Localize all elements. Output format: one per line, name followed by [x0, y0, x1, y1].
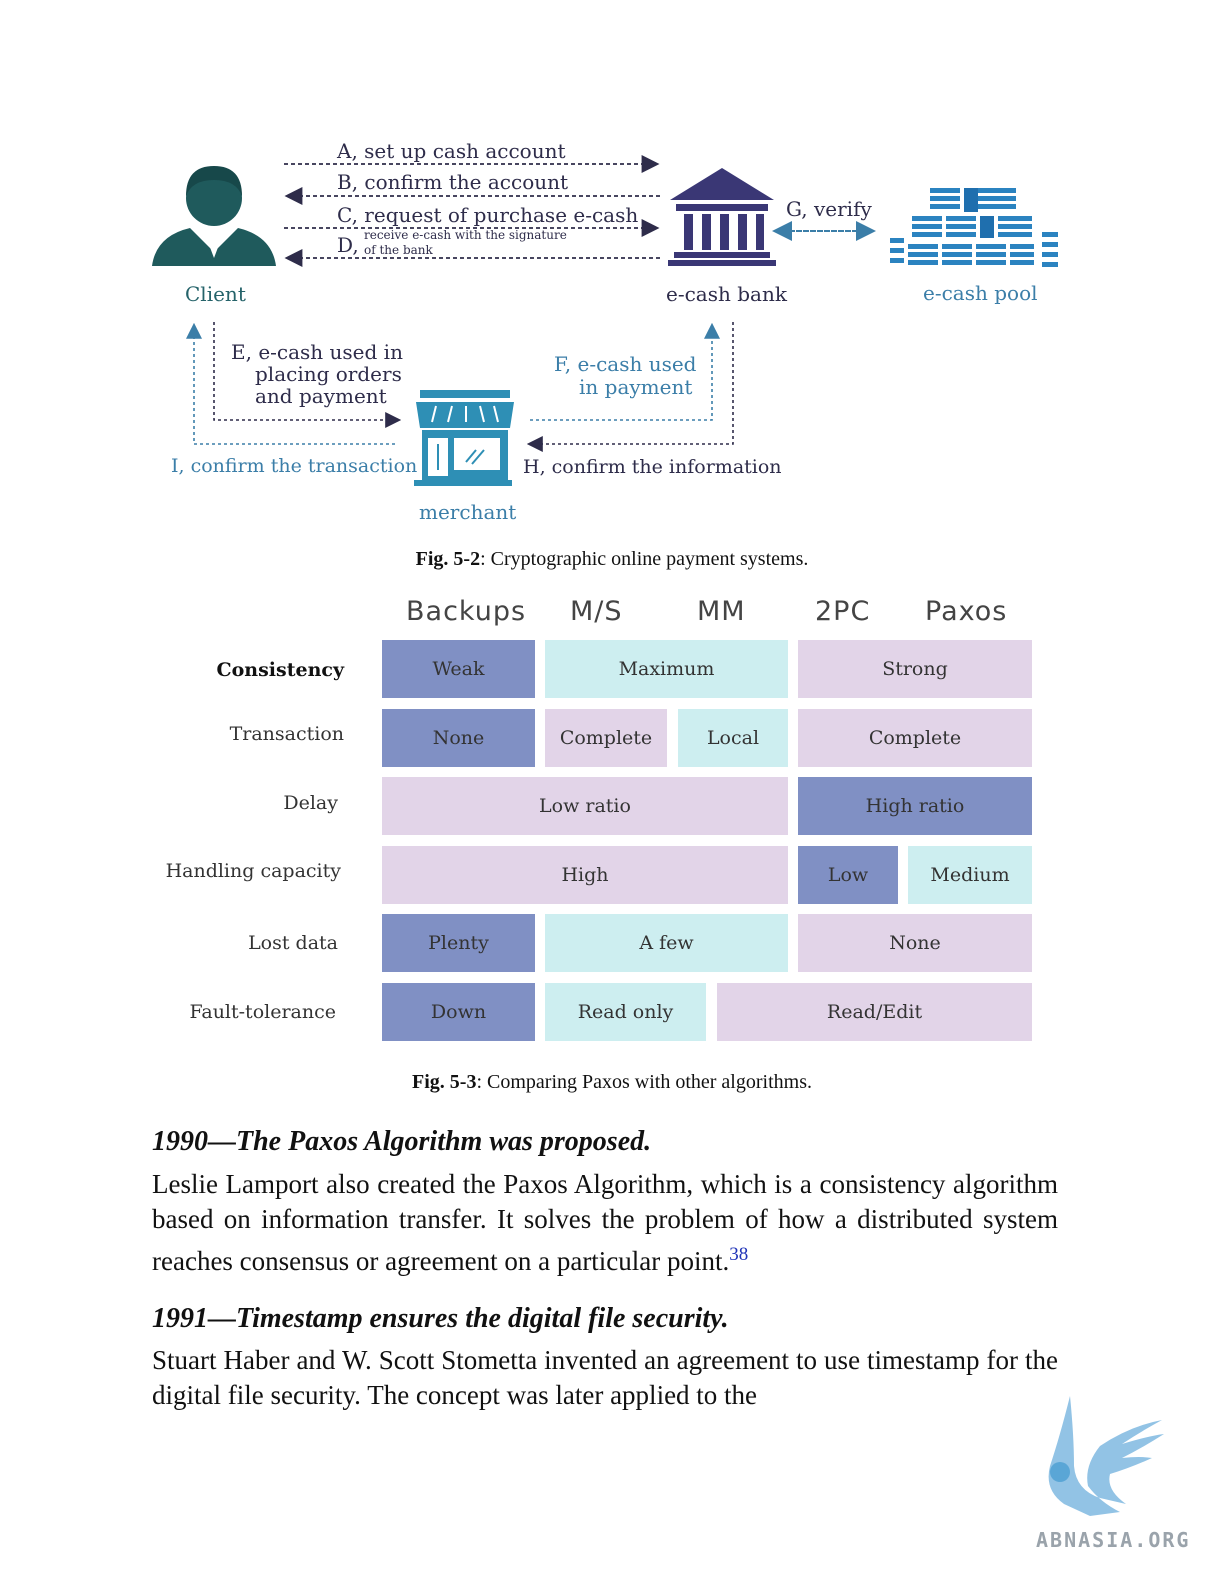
row-label-transaction: Transaction — [229, 723, 344, 745]
payment-diagram — [152, 155, 1058, 486]
cell-consistency-strong: Strong — [798, 640, 1032, 698]
arrow-f — [530, 322, 720, 421]
cell-fault-read-only: Read only — [545, 983, 706, 1041]
col-header-2pc: 2PC — [815, 596, 871, 627]
section-body-1990: Leslie Lamport also created the Paxos Al… — [152, 1169, 1058, 1276]
store-glass-icon — [437, 444, 485, 470]
label-f-2: in payment — [579, 375, 693, 399]
cell-handling-medium: Medium — [908, 846, 1032, 904]
cell-fault-down: Down — [382, 983, 535, 1041]
section-heading-1990: 1990—The Paxos Algorithm was proposed. — [152, 1126, 652, 1157]
col-header-ms: M/S — [570, 596, 623, 627]
cell-delay-low: Low ratio — [382, 777, 788, 835]
cell-consistency-maximum: Maximum — [545, 640, 788, 698]
label-f-1: F, e-cash used — [554, 352, 697, 376]
store-awning-stripes-icon — [431, 405, 499, 423]
label-h: H, confirm the information — [523, 456, 782, 478]
row-label-delay: Delay — [283, 792, 338, 814]
col-header-mm: MM — [697, 596, 746, 627]
col-header-backups: Backups — [406, 596, 527, 627]
label-bank: e-cash bank — [666, 282, 787, 306]
label-i: I, confirm the transaction — [171, 455, 418, 477]
label-a: A, set up cash account — [337, 139, 566, 163]
arrow-h — [526, 322, 734, 452]
footnote-38[interactable]: 38 — [729, 1244, 749, 1265]
figure-5-3-caption: Fig. 5-3: Comparing Paxos with other alg… — [412, 1071, 812, 1093]
label-d-line1: receive e-cash with the signature — [364, 228, 567, 242]
cell-transaction-complete: Complete — [798, 709, 1032, 767]
row-label-handling: Handling capacity — [165, 860, 341, 882]
ecash-pool-icon — [890, 188, 1058, 267]
label-d-line2: of the bank — [364, 243, 433, 257]
cell-lost-none: None — [798, 914, 1032, 972]
griffin-logo-icon — [1048, 1396, 1164, 1516]
merchant-store-icon — [414, 390, 514, 486]
arrow-i — [186, 322, 395, 445]
bank-icon — [668, 168, 776, 266]
label-d-letter: D, — [337, 233, 359, 257]
cell-lost-a-few: A few — [545, 914, 788, 972]
row-label-consistency: Consistency — [216, 659, 344, 681]
label-b: B, confirm the account — [337, 170, 569, 194]
label-e-2: placing orders — [255, 362, 402, 386]
cell-transaction-complete-ms: Complete — [545, 709, 667, 767]
col-header-paxos: Paxos — [925, 596, 1008, 627]
row-label-fault: Fault-tolerance — [189, 1001, 336, 1023]
cell-handling-high: High — [382, 846, 788, 904]
section-heading-1991: 1991—Timestamp ensures the digital file … — [152, 1303, 729, 1334]
cell-lost-plenty: Plenty — [382, 914, 535, 972]
section-body-1991: Stuart Haber and W. Scott Stometta inven… — [152, 1345, 1058, 1410]
label-e-3: and payment — [255, 384, 387, 408]
label-e-1: E, e-cash used in — [231, 340, 403, 364]
label-pool: e-cash pool — [923, 281, 1038, 305]
client-person-icon — [152, 166, 276, 266]
label-c: C, request of purchase e-cash — [337, 203, 639, 227]
watermark-text: ABNASIA.ORG — [1036, 1528, 1191, 1552]
arrow-e — [213, 322, 402, 428]
label-merchant: merchant — [419, 500, 517, 524]
figure-5-2-caption: Fig. 5-2: Cryptographic online payment s… — [415, 548, 809, 570]
cell-delay-high: High ratio — [798, 777, 1032, 835]
cell-transaction-none: None — [382, 709, 535, 767]
label-client: Client — [185, 282, 246, 306]
cell-transaction-local: Local — [678, 709, 788, 767]
cell-handling-low: Low — [798, 846, 898, 904]
cell-fault-read-edit: Read/Edit — [717, 983, 1032, 1041]
label-g: G, verify — [786, 197, 872, 221]
cell-consistency-weak: Weak — [382, 640, 535, 698]
row-label-lost-data: Lost data — [248, 932, 338, 954]
